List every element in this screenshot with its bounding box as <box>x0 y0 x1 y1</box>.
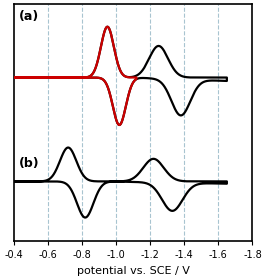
Text: (b): (b) <box>19 157 39 170</box>
X-axis label: potential vs. SCE / V: potential vs. SCE / V <box>77 266 189 276</box>
Text: (a): (a) <box>19 10 39 23</box>
